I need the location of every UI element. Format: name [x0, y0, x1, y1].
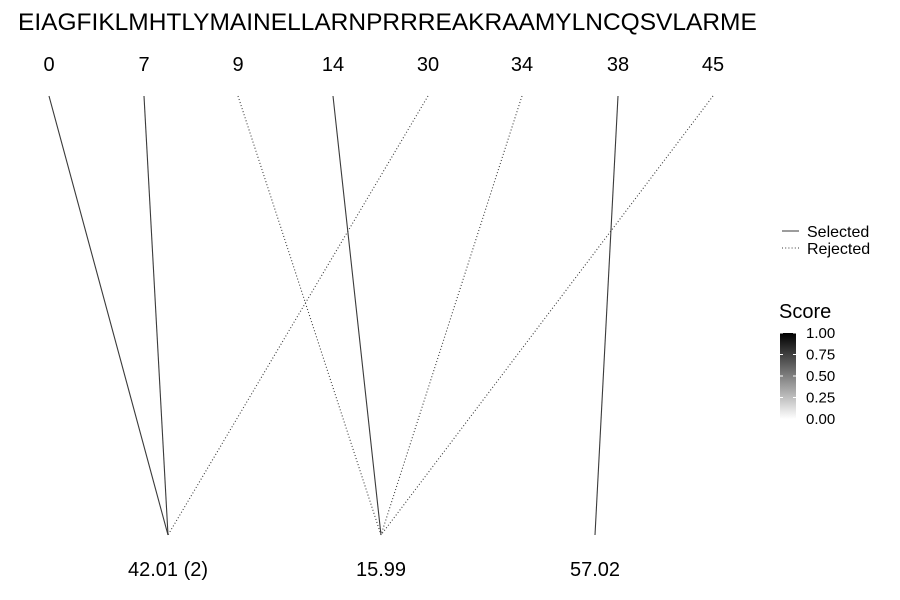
- score-tick-label: 0.25: [806, 390, 835, 407]
- cleavage-position-label: 0: [43, 54, 54, 76]
- cleavage-position-label: 38: [607, 54, 629, 76]
- connections: [48, 95, 714, 536]
- score-tick-label: 0.50: [806, 368, 835, 385]
- mass-label: 42.01 (2): [128, 559, 208, 581]
- score-tick-label: 0.00: [806, 411, 835, 428]
- score-colorbar: Score 1.00 0.75 0.50 0.25 0.00: [779, 301, 835, 428]
- score-title: Score: [779, 301, 831, 323]
- rejected-connection-line: [167, 95, 429, 536]
- cleavage-position-label: 45: [702, 54, 724, 76]
- legend-rejected-label: Rejected: [807, 241, 870, 258]
- score-tick-label: 1.00: [806, 325, 835, 342]
- rejected-connection-line: [380, 95, 714, 536]
- legend-selected-label: Selected: [807, 224, 869, 241]
- mass-labels: 42.01 (2) 15.99 57.02: [128, 559, 620, 581]
- mass-label: 57.02: [570, 559, 620, 581]
- score-ticks: 1.00 0.75 0.50 0.25 0.00: [780, 325, 835, 428]
- cleavage-position-labels: 0 7 9 14 30 34 38 45: [43, 54, 724, 76]
- mass-label: 15.99: [356, 559, 406, 581]
- cleavage-position-label: 30: [417, 54, 439, 76]
- rejected-connection-line: [380, 95, 523, 536]
- score-tick-label: 0.75: [806, 347, 835, 364]
- rejected-connection-line: [237, 95, 382, 536]
- cleavage-position-label: 9: [232, 54, 243, 76]
- cleavage-position-label: 14: [322, 54, 344, 76]
- line-type-legend: Selected Rejected: [782, 224, 870, 258]
- selected-connection-line: [594, 95, 619, 536]
- cleavage-position-label: 34: [511, 54, 533, 76]
- peptide-sequence: EIAGFIKLMHTLYMAINELLARNPRRREAKRAAMYLNCQS…: [18, 9, 757, 36]
- score-gradient-bar: [780, 333, 796, 419]
- cleavage-position-label: 7: [138, 54, 149, 76]
- selected-connection-line: [48, 95, 169, 536]
- selected-connection-line: [143, 95, 169, 536]
- selected-connection-line: [332, 95, 382, 536]
